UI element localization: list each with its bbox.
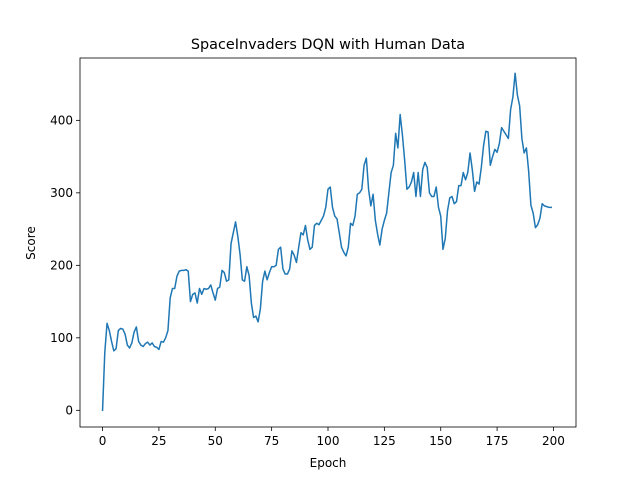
chart-title: SpaceInvaders DQN with Human Data: [191, 37, 465, 53]
y-tick-label: 400: [50, 113, 73, 127]
series-line-0: [101, 72, 552, 412]
plot-area: 0 25 50 75 100 125 150 175 200 0 100 200 300 400: [50, 57, 577, 448]
x-tick-label: 175: [486, 434, 509, 448]
y-tick-label: 100: [50, 331, 73, 345]
y-tick-label: 300: [50, 186, 73, 200]
y-tick-label: 200: [50, 258, 73, 272]
x-tick-label: 125: [373, 434, 396, 448]
x-tick-label: 0: [99, 434, 107, 448]
x-tick-label: 75: [264, 434, 279, 448]
x-tick-label: 200: [542, 434, 565, 448]
x-tick-label: 150: [429, 434, 452, 448]
y-tick-label: 0: [65, 403, 73, 417]
y-axis-label: Score: [24, 226, 38, 260]
x-axis-label: Epoch: [310, 456, 347, 470]
x-tick-label: 100: [317, 434, 340, 448]
x-tick-label: 25: [151, 434, 166, 448]
x-tick-label: 50: [208, 434, 223, 448]
